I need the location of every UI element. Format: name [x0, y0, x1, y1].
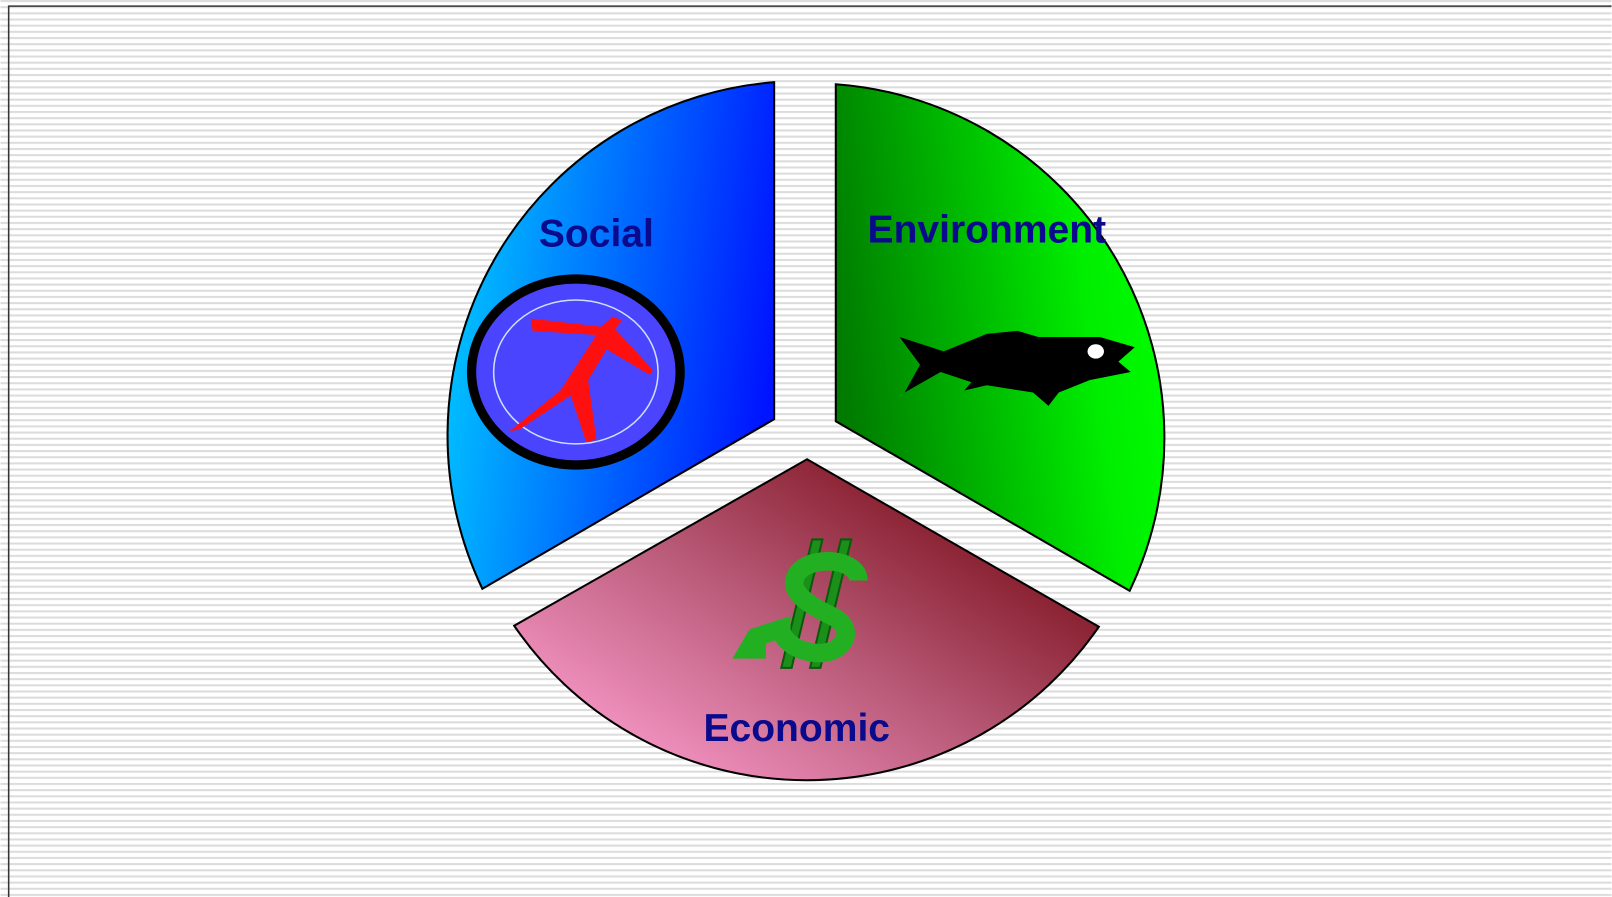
social-icon: [466, 274, 685, 470]
environment-icon: [899, 330, 1135, 406]
economic-icon: [732, 538, 868, 669]
environment-label: Environment: [868, 208, 1107, 251]
economic-label: Economic: [703, 707, 890, 750]
social-label: Social: [539, 213, 654, 256]
frame: [7, 5, 1612, 897]
economic-sector: [512, 458, 1101, 782]
